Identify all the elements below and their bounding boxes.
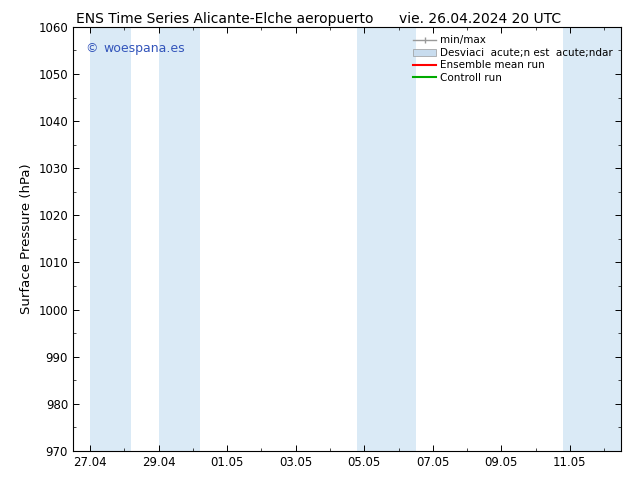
Y-axis label: Surface Pressure (hPa): Surface Pressure (hPa)	[20, 164, 33, 314]
Legend: min/max, Desviaci  acute;n est  acute;ndar, Ensemble mean run, Controll run: min/max, Desviaci acute;n est acute;ndar…	[410, 32, 616, 86]
Text: woespana.es: woespana.es	[103, 42, 184, 55]
Text: ©: ©	[85, 42, 98, 55]
Bar	[563, 27, 621, 451]
Text: vie. 26.04.2024 20 UTC: vie. 26.04.2024 20 UTC	[399, 12, 562, 26]
Text: ENS Time Series Alicante-Elche aeropuerto: ENS Time Series Alicante-Elche aeropuert…	[76, 12, 373, 26]
Bar	[158, 27, 200, 451]
Bar	[90, 27, 131, 451]
Bar	[358, 27, 416, 451]
